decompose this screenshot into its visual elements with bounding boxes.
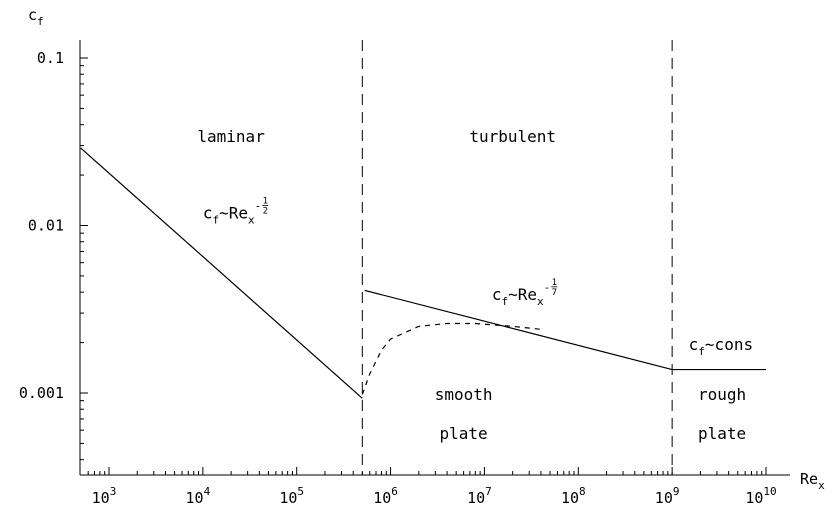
x-tick-exponent: 8 <box>579 485 586 498</box>
formula-part: ~cons <box>705 335 753 354</box>
friction-line <box>80 147 363 399</box>
region-label: smooth <box>435 385 493 404</box>
formula-part: f <box>698 345 705 358</box>
exponent-numerator: 1 <box>552 278 557 288</box>
formula-part: ~ <box>219 204 229 223</box>
power-law-formula: cf~Rex- <box>492 281 550 308</box>
region-label: turbulent <box>469 127 556 146</box>
y-tick-label: 0.001 <box>19 384 64 402</box>
friction-line <box>364 289 673 371</box>
region-label: rough <box>698 385 746 404</box>
x-tick-exponent: 5 <box>297 485 304 498</box>
formula-part: c <box>203 204 213 223</box>
formula-part: c <box>689 335 699 354</box>
formula-part: Re <box>229 204 248 223</box>
power-law-formula: cf~Rex- <box>203 200 261 227</box>
clip-mask <box>786 332 840 359</box>
x-tick-exponent: 4 <box>204 485 211 498</box>
chart-labels: laminar turbulentsmoothplateroughplatecf~… <box>197 127 840 443</box>
formula-part: f <box>502 295 509 308</box>
x-tick-label: 106 <box>373 485 398 507</box>
y-tick-label: 0.1 <box>37 49 64 67</box>
formula-part: - <box>255 200 262 213</box>
formula-part: ~ <box>508 285 518 304</box>
formula-part: f <box>212 214 219 227</box>
y-axis-title: cf <box>28 6 44 28</box>
formula-part: c <box>492 285 502 304</box>
x-tick-label: 1010 <box>745 485 776 507</box>
x-tick-label: 105 <box>279 485 304 507</box>
x-tick-exponent: 9 <box>673 485 680 498</box>
exponent-denominator: 2 <box>263 207 268 217</box>
exponent-numerator: 1 <box>263 197 268 207</box>
exponent-denominator: 7 <box>552 288 557 298</box>
x-tick-exponent: 7 <box>485 485 492 498</box>
y-tick-label: 0.01 <box>28 217 64 235</box>
series-lines <box>80 147 766 399</box>
x-tick-label: 103 <box>92 485 117 507</box>
transition-curve <box>361 322 542 395</box>
formula-part: x <box>537 295 544 308</box>
region-label: laminar <box>197 127 265 146</box>
formula-part: x <box>248 214 255 227</box>
x-tick-exponent: 10 <box>763 485 776 498</box>
x-tick-exponent: 6 <box>391 485 398 498</box>
x-axis-title: Rex <box>800 470 825 492</box>
region-label: plate <box>698 424 746 443</box>
constant-formula: cf~cons <box>689 335 753 358</box>
x-tick-label: 108 <box>561 485 586 507</box>
x-axis-title-sub: x <box>818 479 825 492</box>
formula-part: Re <box>518 285 537 304</box>
x-tick-exponent: 3 <box>110 485 117 498</box>
x-tick-label: 104 <box>186 485 211 507</box>
x-tick-label: 107 <box>467 485 492 507</box>
y-axis-title-sub: f <box>37 15 44 28</box>
x-tick-label: 109 <box>655 485 680 507</box>
region-label: plate <box>440 424 488 443</box>
formula-part: - <box>544 281 551 294</box>
regime-boundaries <box>361 40 673 475</box>
